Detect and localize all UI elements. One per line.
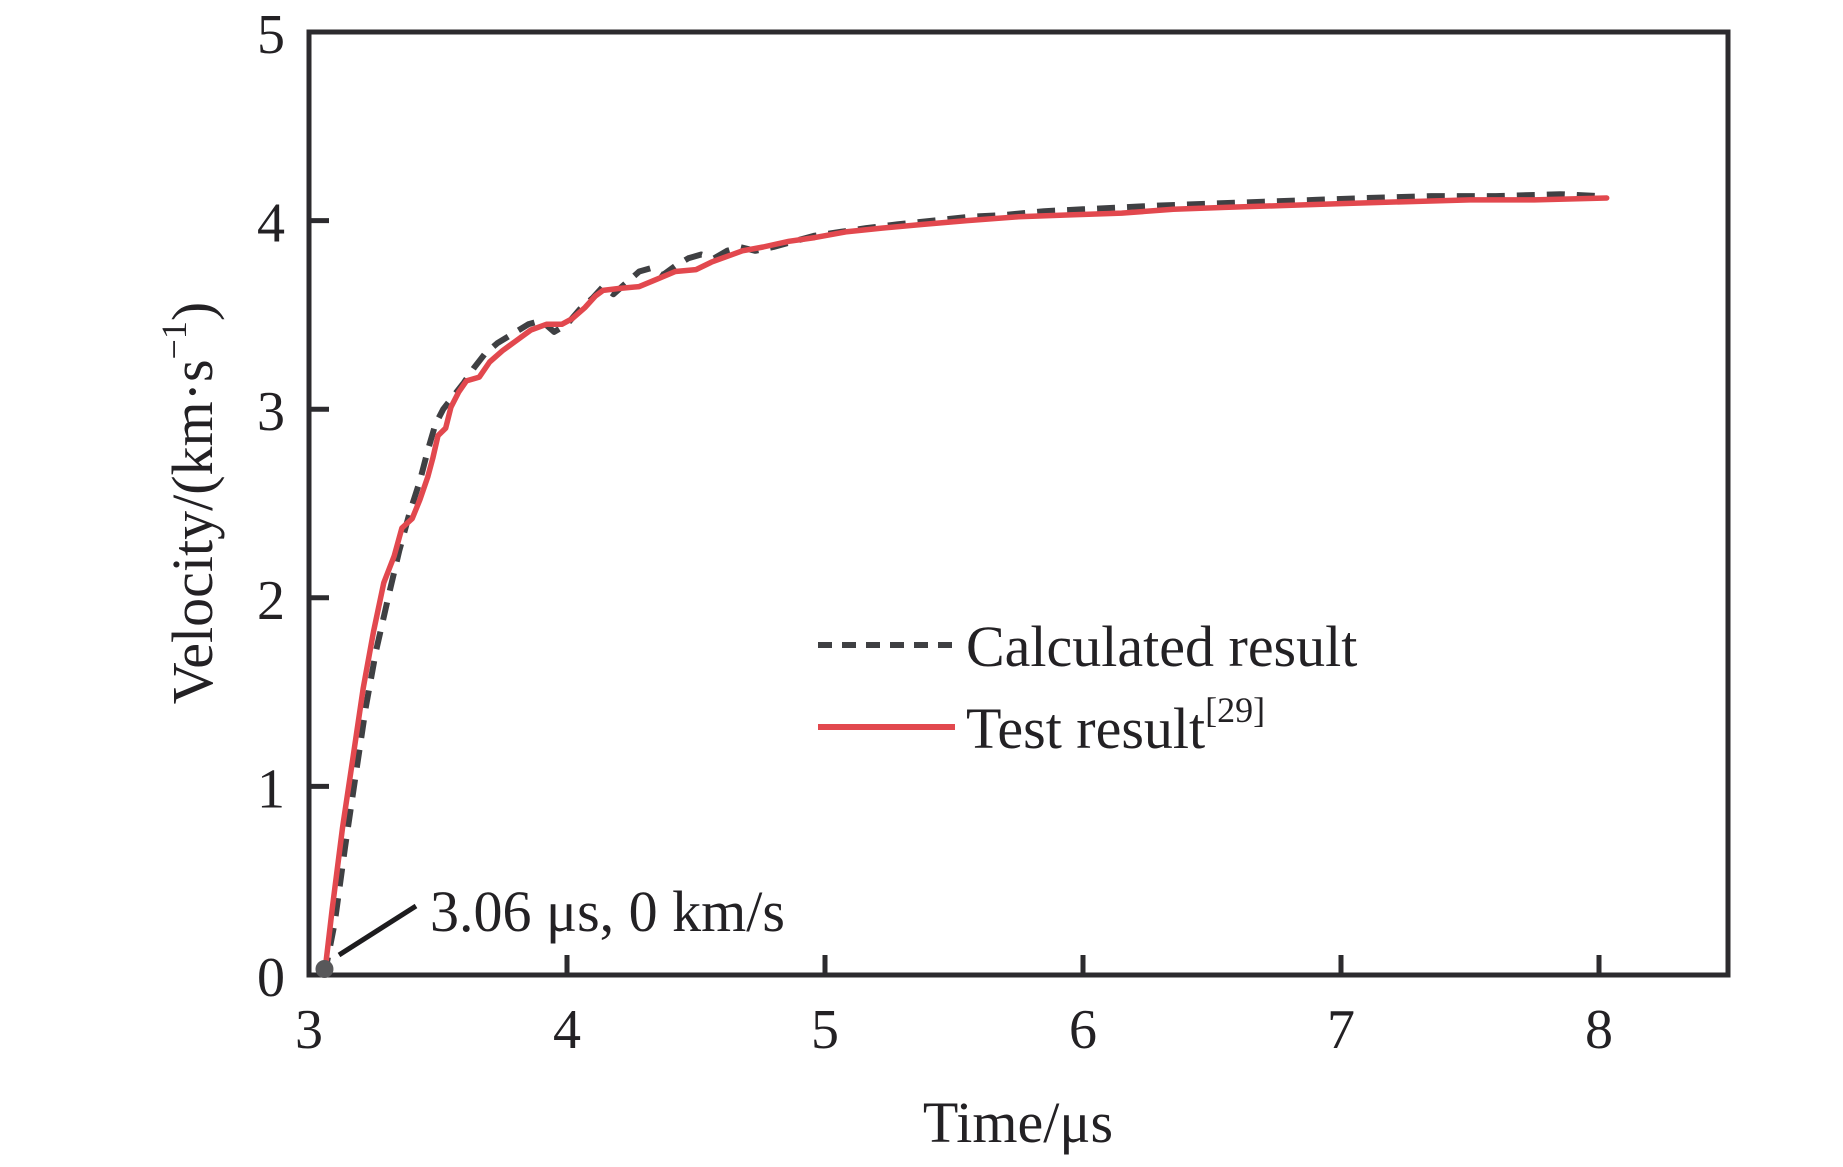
x-tick-label: 5	[811, 999, 839, 1061]
y-tick-label: 1	[257, 758, 285, 820]
annotation-label: 3.06 μs, 0 km/s	[430, 879, 785, 944]
legend: Calculated result Test result[29]	[818, 614, 1357, 761]
y-axis-label: Velocity/(km·s−1)	[154, 302, 225, 704]
legend-label: Test result[29]	[966, 690, 1265, 761]
legend-label: Calculated result	[966, 614, 1357, 679]
plot-frame	[306, 29, 1731, 978]
curve-calculated-result	[321, 191, 1600, 976]
y-tick-label: 3	[257, 381, 285, 443]
y-tick-label: 2	[257, 570, 285, 632]
start-point-marker	[315, 960, 334, 978]
data-curves	[321, 191, 1610, 978]
annotation-group: 3.06 μs, 0 km/s	[315, 879, 785, 978]
x-tick-label: 4	[553, 999, 581, 1061]
annotation-leader-line	[337, 903, 418, 958]
axis-ticks: 3 4 5 6 7 8 0 1 2 3 4 5	[257, 4, 1613, 1061]
x-tick-label: 6	[1069, 999, 1097, 1061]
y-tick-label: 5	[257, 4, 285, 66]
x-tick-label: 3	[295, 999, 323, 1061]
curve-test-result	[321, 195, 1610, 978]
x-axis-label: Time/μs	[923, 1090, 1113, 1155]
y-tick-label: 4	[257, 193, 285, 255]
x-tick-label: 8	[1585, 999, 1613, 1061]
x-tick-label: 7	[1327, 999, 1355, 1061]
y-tick-label: 0	[257, 947, 285, 1009]
